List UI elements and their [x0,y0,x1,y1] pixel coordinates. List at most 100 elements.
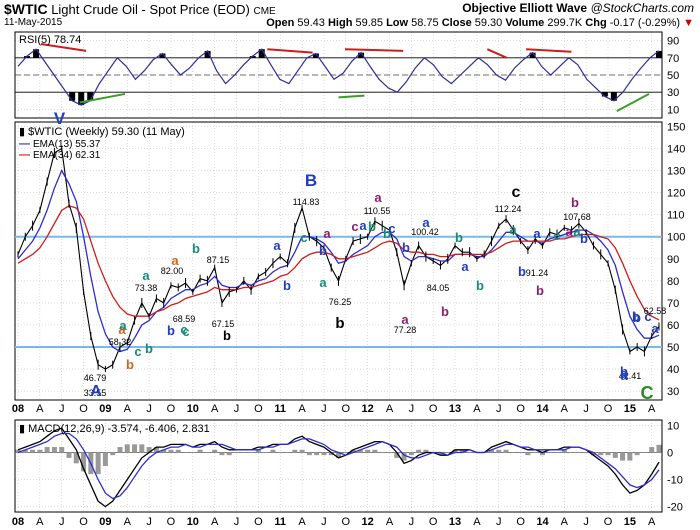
macd-line [17,427,660,508]
x-tick-label: A [473,516,481,528]
x-tick-label: A [124,403,132,415]
wave-label: c [512,184,521,201]
rsi-trendline [267,48,313,54]
rsi-overbought-fill [204,50,211,58]
price-label: 73.38 [135,283,158,293]
price-label: 46.79 [84,373,107,383]
wave-label: a [565,224,573,239]
x-tick-label: O [429,403,438,415]
x-tick-label: A [473,403,481,415]
macd-histogram-bar [539,452,545,456]
x-tick-label: O [254,516,263,528]
wave-label: a [273,238,281,253]
wave-label: B [305,171,317,190]
brand-prefix: Objective Elliott Wave [462,1,588,15]
low-value: 58.75 [411,17,439,29]
y-tick-label: -10 [667,475,683,487]
x-tick-label: 12 [362,403,374,415]
close-value: 59.30 [474,17,503,29]
y-tick-label: 60 [667,320,679,332]
x-tick-label: A [648,403,656,415]
volume-value: 299.7K [547,17,583,29]
price-frame [14,121,663,401]
wave-label: a [533,226,541,241]
macd-histogram-bar [649,447,655,453]
macd-histogram-bar [139,444,145,453]
wave-label: b [620,364,628,379]
macd-histogram-bar [299,449,305,453]
macd-histogram-bar [423,449,429,453]
macd-histogram-bar [379,452,385,453]
y-tick-label: 30 [667,386,679,398]
x-tick-label: J [496,403,502,415]
wave-label: a [142,268,150,283]
macd-histogram-bar [590,452,596,456]
rsi-overbought-fill [33,49,40,58]
rsi-overbought-fill [258,49,265,58]
y-tick-label: 100 [667,232,685,244]
x-tick-label: O [167,516,176,528]
macd-histogram-bar [117,447,123,453]
macd-histogram-bar [73,452,79,464]
y-tick-label: 140 [667,143,685,155]
x-tick-label: 09 [99,516,111,528]
rsi-line [17,48,660,106]
rsi-overbought-fill [529,52,536,58]
x-tick-label: 10 [187,516,199,528]
price-label: 110.55 [364,206,391,216]
wave-label: c [644,309,651,324]
wave-label: c [388,221,395,236]
rsi-oversold-fill [610,92,617,101]
wave-label: b [476,278,484,293]
y-tick-label: 70 [667,298,679,310]
macd-histogram-bar [110,452,116,456]
x-tick-label: 09 [99,403,111,415]
wave-label: b [402,240,410,255]
x-tick-label: A [124,516,132,528]
macd-histogram-bar [576,452,582,453]
open-value: 59.43 [297,17,325,29]
macd-histogram-bar [146,447,152,453]
wave-label: a [573,224,581,239]
x-tick-label: O [516,516,525,528]
macd-histogram-bar [627,452,633,461]
macd-histogram-bar [445,452,451,453]
ema13-line [17,168,660,353]
wave-label: b [536,283,544,298]
x-tick-label: A [36,516,44,528]
macd-histogram-bar [95,452,101,475]
x-tick-label: O [516,403,525,415]
macd-histogram-bar [22,449,28,453]
price-label: 68.59 [173,314,196,324]
rsi-trendline [616,93,650,113]
price-label: 84.05 [427,283,450,293]
grid-layer [15,32,662,512]
wave-label: b [580,231,588,246]
macd-histogram-bar [183,452,189,453]
x-tick-label: O [167,403,176,415]
macd-histogram-bar [583,452,589,453]
wave-label: a [374,190,382,205]
y-tick-label: 90 [667,254,679,266]
rsi-trendline [79,92,126,104]
x-tick-label: 08 [12,516,24,528]
macd-histogram-bar [503,449,509,453]
ema34-legend-swatch: — [19,149,30,161]
x-tick-label: A [36,403,44,415]
wave-label: a [620,368,628,383]
wave-label: a [119,318,127,333]
wave-label: a [509,222,517,237]
macd-histogram-bar [634,452,640,456]
rsi-trendline [344,48,404,52]
x-tick-label: 13 [449,403,461,415]
price-label: 112.24 [495,204,522,214]
wave-label: c [351,219,358,234]
x-tick-label: 11 [274,403,286,415]
price-label: 87.15 [207,255,230,265]
wave-label: a [620,366,628,381]
macd-histogram-bar [161,449,167,453]
wave-label: a [323,226,331,241]
macd-histogram-bar [321,452,327,456]
